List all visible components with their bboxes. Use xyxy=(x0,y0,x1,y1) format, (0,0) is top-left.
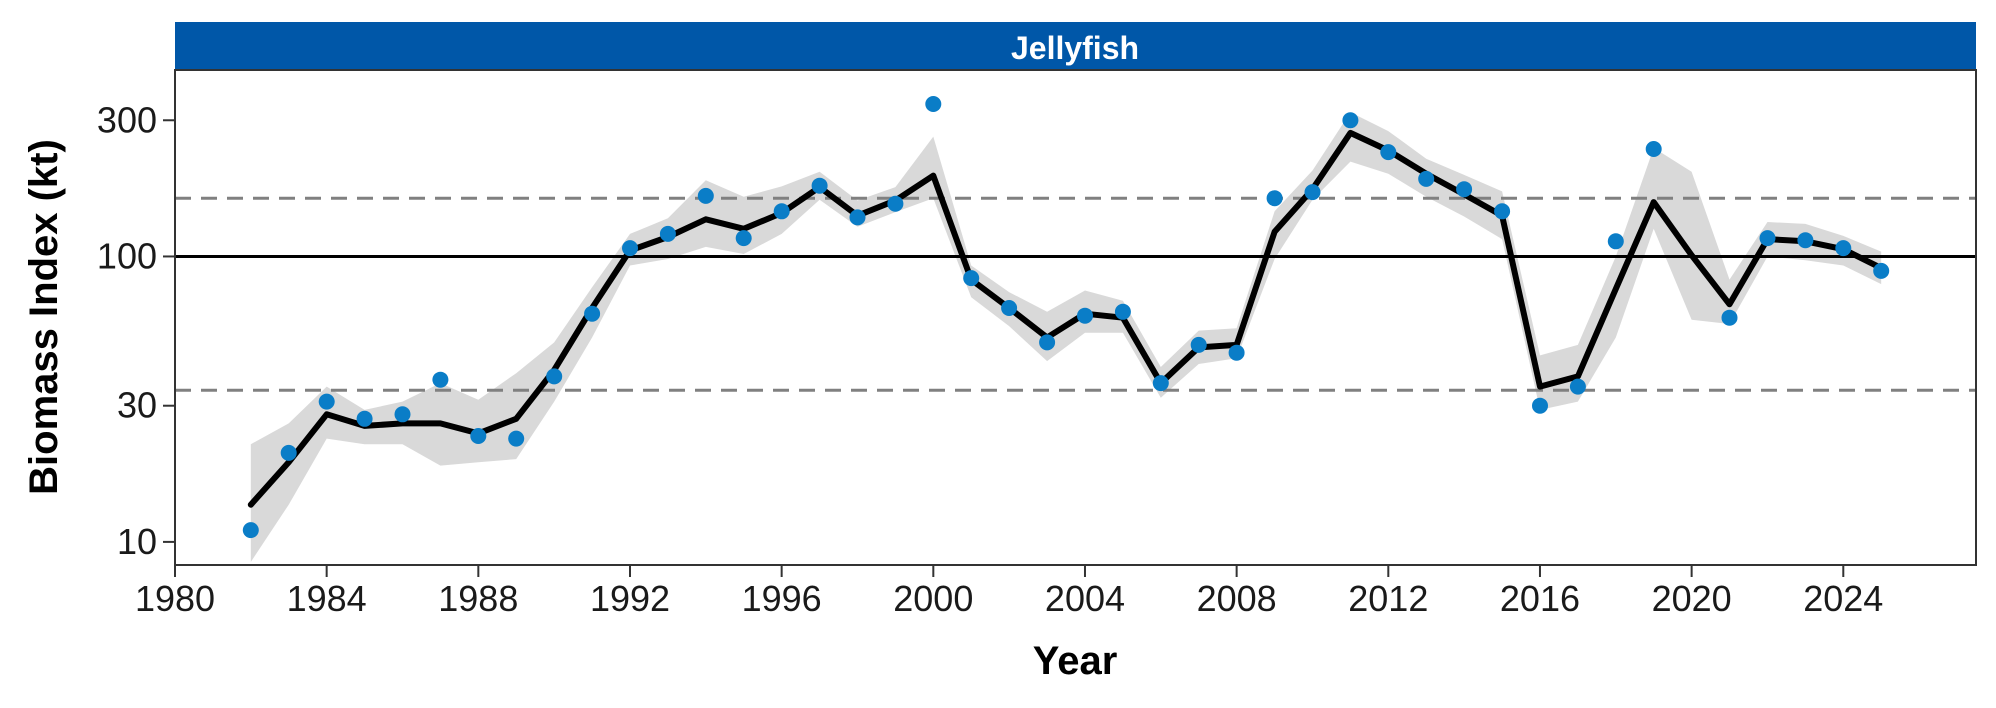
panel-border xyxy=(174,69,1977,566)
data-point-2000 xyxy=(925,96,942,112)
data-point-1994 xyxy=(697,187,714,204)
data-point-1997 xyxy=(811,177,828,194)
axes: 1980 1984 1988 1992 1996 2000 2004 2008 2012 2016… xyxy=(97,99,1883,619)
x-tick-label-2000: 2000 xyxy=(893,578,973,619)
data-point-2015 xyxy=(1494,203,1511,220)
data-point-1999 xyxy=(887,195,904,212)
data-point-2002 xyxy=(1001,300,1018,316)
x-tick-label-1980: 1980 xyxy=(135,578,215,619)
data-point-1988 xyxy=(470,428,487,444)
data-point-2001 xyxy=(963,270,980,287)
data-point-2023 xyxy=(1797,232,1814,249)
y-tick-label-100: 100 xyxy=(97,235,157,276)
x-tick-label-2020: 2020 xyxy=(1652,578,1732,619)
data-point-1985 xyxy=(356,410,373,427)
data-point-1998 xyxy=(849,209,866,226)
data-point-2006 xyxy=(1152,375,1169,392)
data-point-2017 xyxy=(1569,378,1586,395)
x-axis-title: Year xyxy=(1033,639,1118,683)
y-tick-label-10: 10 xyxy=(117,521,157,562)
confidence-ribbon xyxy=(250,112,1882,563)
data-point-2018 xyxy=(1607,233,1624,250)
data-point-2003 xyxy=(1039,334,1056,351)
y-axis-title: Biomass Index (kt) xyxy=(22,139,66,495)
data-point-1984 xyxy=(318,393,335,410)
x-tick-label-1996: 1996 xyxy=(742,578,822,619)
data-point-1995 xyxy=(735,230,752,247)
data-point-1987 xyxy=(432,371,449,388)
data-point-2005 xyxy=(1114,303,1131,320)
data-point-1982 xyxy=(242,522,259,539)
data-point-2019 xyxy=(1645,141,1662,157)
y-tick-label-300: 300 xyxy=(97,99,157,140)
data-point-1986 xyxy=(394,406,411,423)
data-point-1983 xyxy=(280,444,297,461)
data-point-2008 xyxy=(1228,344,1245,361)
data-point-1993 xyxy=(659,225,676,242)
data-point-2025 xyxy=(1873,262,1890,279)
y-tick-label-30: 30 xyxy=(117,385,157,426)
data-point-1989 xyxy=(508,430,525,447)
plot-area xyxy=(175,96,1976,563)
data-point-2022 xyxy=(1759,230,1776,247)
data-point-2010 xyxy=(1304,184,1321,201)
x-tick-label-1984: 1984 xyxy=(287,578,367,619)
data-point-2021 xyxy=(1721,309,1738,326)
data-point-2011 xyxy=(1342,112,1359,129)
data-point-2007 xyxy=(1190,336,1207,353)
trend-line xyxy=(247,129,1885,508)
x-tick-label-2024: 2024 xyxy=(1803,578,1883,619)
data-point-2024 xyxy=(1835,240,1852,257)
x-tick-label-2004: 2004 xyxy=(1045,578,1125,619)
x-tick-label-2016: 2016 xyxy=(1500,578,1580,619)
data-point-2014 xyxy=(1456,181,1473,198)
facet-strip xyxy=(175,22,1976,70)
x-tick-label-1988: 1988 xyxy=(438,578,518,619)
data-point-1992 xyxy=(622,240,638,257)
facet-strip-title: Jellyfish xyxy=(1011,30,1139,66)
x-tick-label-2012: 2012 xyxy=(1348,578,1428,619)
data-point-1996 xyxy=(773,203,790,220)
data-point-2004 xyxy=(1077,307,1093,324)
data-point-1990 xyxy=(546,368,563,385)
data-point-2009 xyxy=(1266,190,1283,207)
x-tick-label-2008: 2008 xyxy=(1197,578,1277,619)
data-point-2012 xyxy=(1380,144,1397,161)
data-point-2013 xyxy=(1418,170,1435,187)
x-tick-label-1992: 1992 xyxy=(590,578,670,619)
data-point-2016 xyxy=(1532,397,1548,414)
data-point-1991 xyxy=(584,305,601,322)
